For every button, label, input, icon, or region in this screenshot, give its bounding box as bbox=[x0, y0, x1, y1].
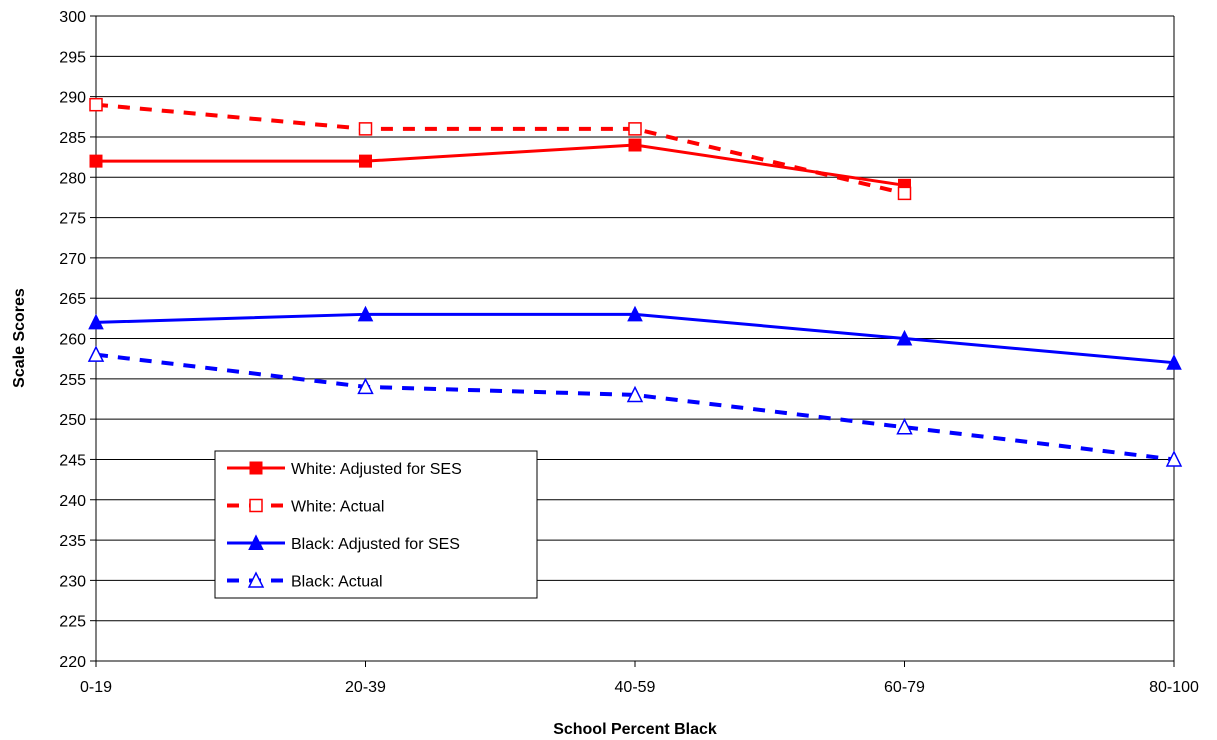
series-2-point-1 bbox=[357, 305, 374, 322]
y-tick-label-280: 280 bbox=[59, 170, 86, 187]
series-0-point-2 bbox=[628, 138, 642, 152]
x-axis-title: School Percent Black bbox=[553, 721, 717, 738]
y-axis-title: Scale Scores bbox=[11, 288, 28, 388]
y-tick-label-265: 265 bbox=[59, 291, 86, 308]
series-0-point-0 bbox=[89, 154, 103, 168]
x-tick-label-40-59: 40-59 bbox=[615, 679, 656, 696]
x-tick-label-60-79: 60-79 bbox=[884, 679, 925, 696]
legend-swatch-marker-2 bbox=[248, 534, 264, 550]
series-0 bbox=[89, 138, 911, 192]
y-tick-label-240: 240 bbox=[59, 493, 86, 510]
y-tick-label-285: 285 bbox=[59, 130, 86, 147]
y-tick-label-275: 275 bbox=[59, 211, 86, 228]
series-1-point-2 bbox=[628, 122, 642, 136]
series-1-point-3 bbox=[897, 186, 912, 201]
series-1 bbox=[89, 97, 912, 201]
series-3-point-1 bbox=[357, 377, 374, 395]
series-line-1 bbox=[95, 102, 905, 196]
legend-label-0: White: Adjusted for SES bbox=[291, 461, 462, 478]
legend-swatch-marker-0 bbox=[249, 461, 263, 475]
y-tick-label-230: 230 bbox=[59, 573, 86, 590]
series-3 bbox=[87, 345, 1183, 467]
legend-label-1: White: Actual bbox=[291, 499, 384, 516]
series-2 bbox=[88, 305, 1182, 370]
series-line-3 bbox=[95, 352, 1175, 462]
y-tick-label-235: 235 bbox=[59, 533, 86, 550]
legend-box bbox=[214, 450, 538, 599]
series-3-point-4 bbox=[1165, 450, 1183, 467]
series-3-point-0 bbox=[87, 345, 105, 362]
x-tick-label-80-100: 80-100 bbox=[1149, 679, 1199, 696]
series-2-point-2 bbox=[627, 305, 643, 322]
legend: White: Adjusted for SES White: Actual Blac… bbox=[214, 450, 538, 599]
series-1-point-0 bbox=[89, 97, 103, 112]
y-tick-label-290: 290 bbox=[59, 90, 86, 107]
series-2-point-3 bbox=[896, 329, 913, 346]
y-tick-label-255: 255 bbox=[59, 372, 86, 389]
legend-label-3: Black: Actual bbox=[291, 574, 383, 591]
axes: 220 225 230 235 240 245 250 255 260 265 270 275 280 2… bbox=[59, 9, 1199, 696]
series-2-point-0 bbox=[88, 313, 104, 330]
x-tick-label-0-19: 0-19 bbox=[80, 679, 112, 696]
series-1-point-1 bbox=[358, 122, 373, 136]
series-3-point-3 bbox=[896, 418, 913, 435]
y-tick-label-295: 295 bbox=[59, 49, 86, 66]
legend-swatch-marker-1 bbox=[249, 498, 263, 513]
x-tick-label-20-39: 20-39 bbox=[345, 679, 386, 696]
series-3-point-2 bbox=[626, 385, 644, 403]
y-tick-label-300: 300 bbox=[59, 9, 86, 26]
gridlines bbox=[96, 15, 1174, 622]
series-2-point-4 bbox=[1166, 354, 1182, 370]
y-tick-label-225: 225 bbox=[59, 614, 86, 631]
y-tick-label-270: 270 bbox=[59, 251, 86, 268]
legend-swatch-marker-3 bbox=[247, 571, 265, 588]
y-tick-label-220: 220 bbox=[59, 654, 86, 671]
y-tick-label-245: 245 bbox=[59, 452, 86, 469]
legend-label-2: Black: Adjusted for SES bbox=[291, 536, 460, 553]
series-line-0 bbox=[96, 143, 905, 187]
series-0-point-1 bbox=[359, 154, 372, 168]
series-lines bbox=[87, 97, 1183, 467]
y-tick-label-250: 250 bbox=[59, 412, 86, 429]
y-tick-label-260: 260 bbox=[59, 332, 86, 349]
